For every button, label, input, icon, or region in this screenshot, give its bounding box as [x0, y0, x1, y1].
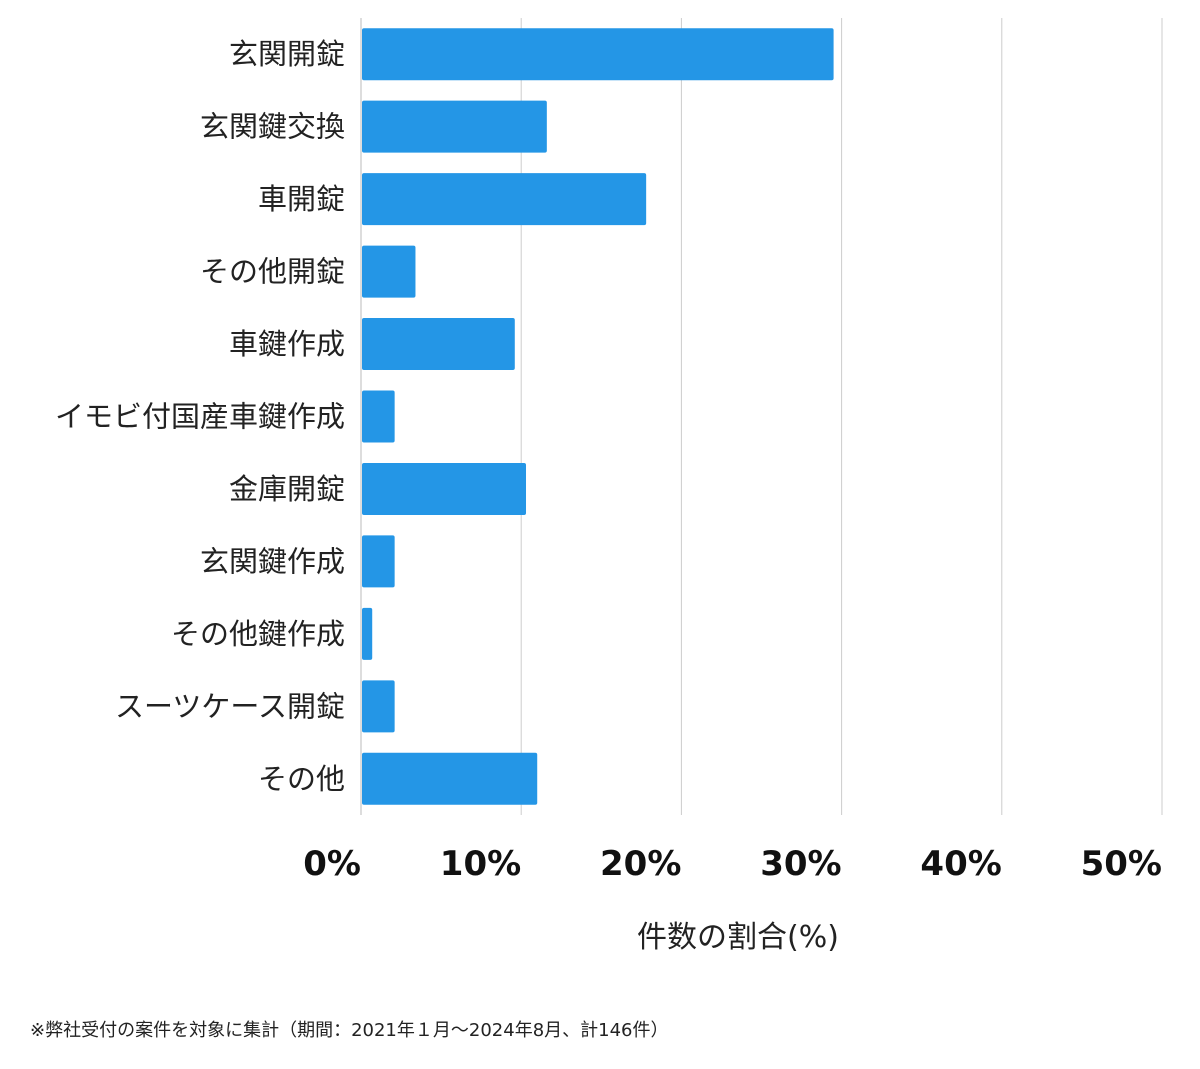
x-tick-label: 40%	[920, 844, 1001, 884]
x-tick-label: 30%	[760, 844, 841, 884]
category-label: その他鍵作成	[171, 617, 345, 651]
bar	[362, 390, 395, 443]
bar	[362, 462, 527, 515]
x-tick-label: 50%	[1081, 844, 1162, 884]
bar	[362, 100, 547, 153]
category-label: 金庫開錠	[229, 472, 345, 506]
bar	[362, 607, 373, 660]
category-label: その他開錠	[200, 255, 345, 289]
category-label: 車開錠	[258, 182, 345, 216]
category-label: 玄関鍵交換	[200, 110, 345, 144]
category-label: 車鍵作成	[229, 327, 345, 361]
category-label: イモビ付国産車鍵作成	[55, 400, 345, 434]
footnote: ※弊社受付の案件を対象に集計（期間：2021年１月〜2024年8月、計146件）	[30, 1020, 669, 1041]
x-tick-label: 0%	[303, 844, 361, 884]
x-tick-label: 10%	[440, 844, 521, 884]
bar	[362, 752, 538, 805]
x-tick-label: 20%	[600, 844, 681, 884]
category-label: 玄関鍵作成	[200, 544, 345, 578]
bar	[362, 535, 395, 588]
bar	[362, 318, 515, 371]
bar	[362, 28, 834, 81]
category-label: 玄関開錠	[229, 37, 345, 71]
category-label: その他	[258, 762, 345, 796]
category-label: スーツケース開錠	[115, 689, 345, 723]
bar	[362, 173, 647, 226]
bar	[362, 680, 395, 733]
bar	[362, 245, 416, 298]
x-axis-label: 件数の割合(%)	[637, 920, 839, 955]
bar-chart: 玄関開錠玄関鍵交換車開錠その他開錠車鍵作成イモビ付国産車鍵作成金庫開錠玄関鍵作成…	[55, 18, 1163, 955]
